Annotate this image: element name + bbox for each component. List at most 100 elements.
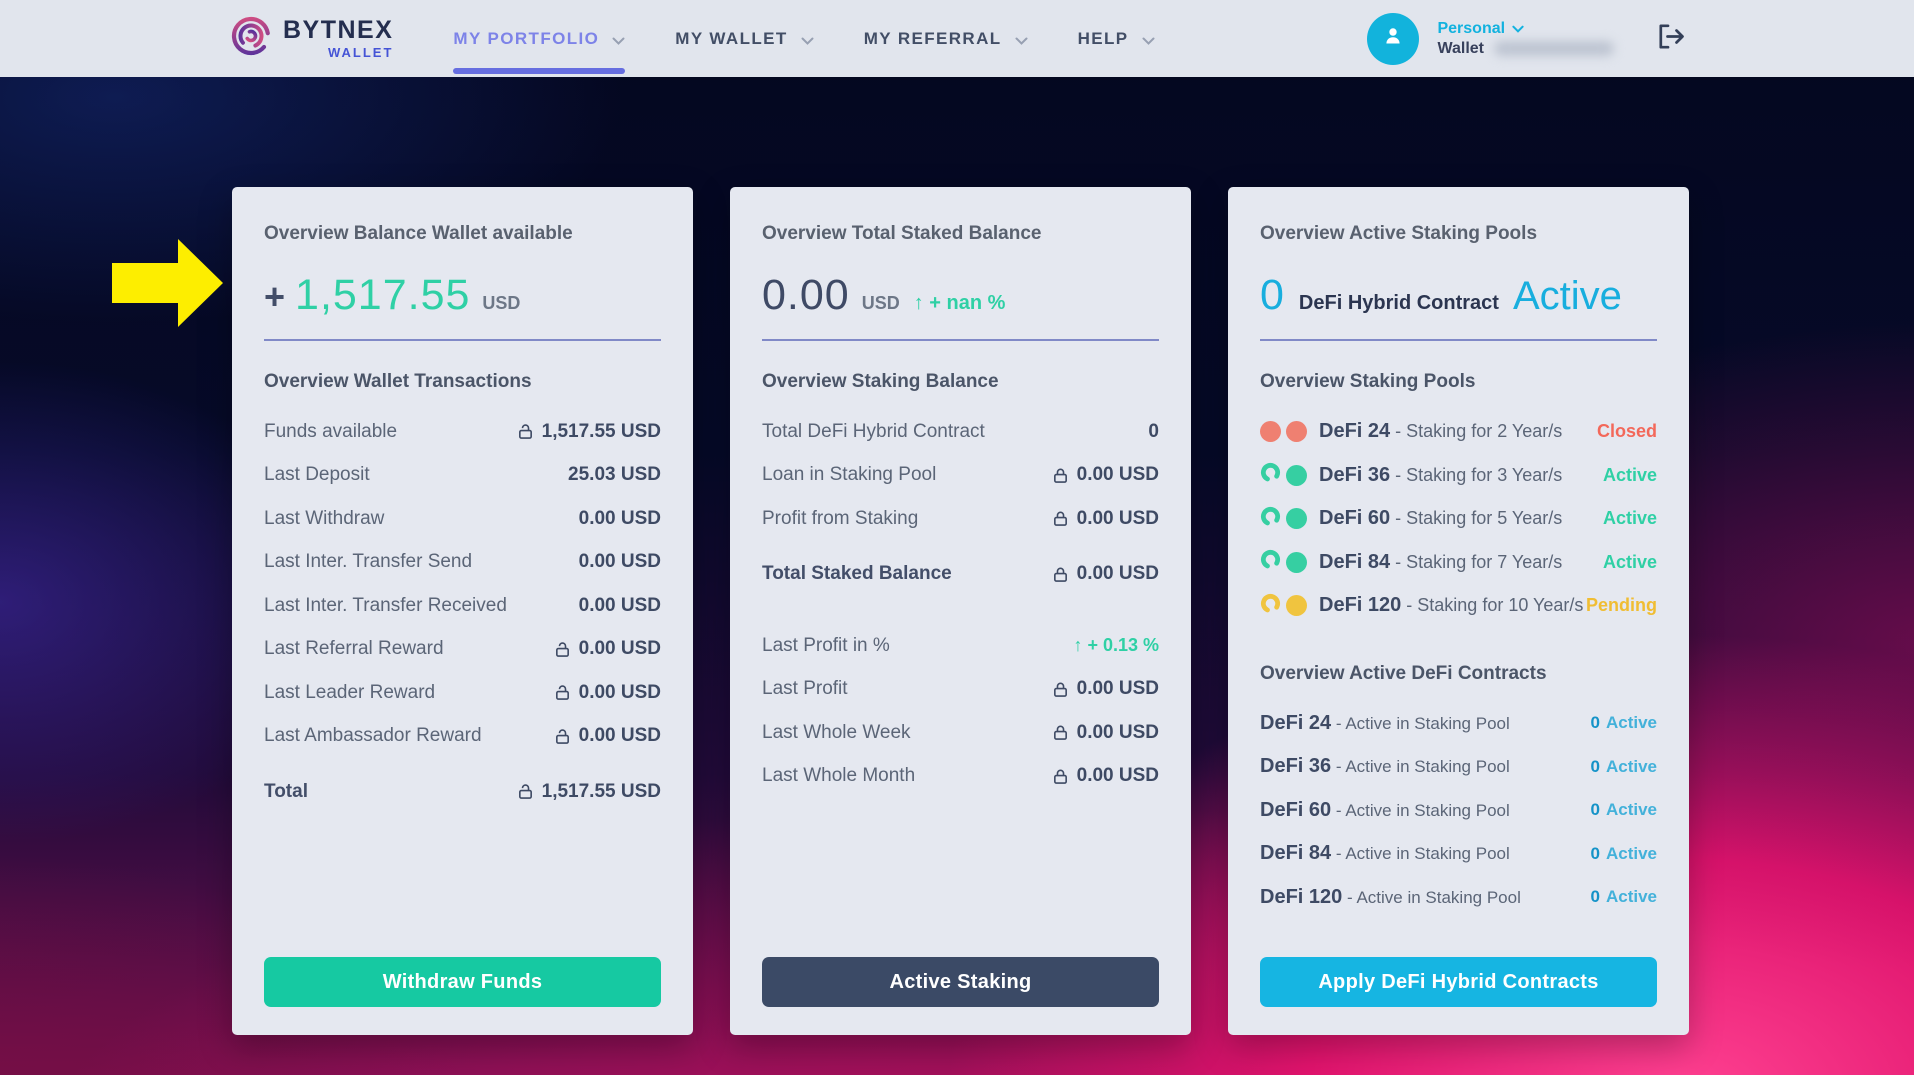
logout-icon bbox=[1656, 23, 1686, 55]
table-row: Last Leader Reward 0.00 USD bbox=[264, 681, 661, 703]
pool-status-icons bbox=[1260, 549, 1307, 575]
pool-row: DeFi 24 - Staking for 2 Year/s Closed bbox=[1260, 419, 1657, 444]
table-row: Last Deposit 25.03 USD bbox=[264, 464, 661, 485]
header-right-cluster: Personal Wallet bbox=[1367, 12, 1686, 65]
lock-open-icon bbox=[517, 783, 534, 800]
active-count-badge: 0 Active bbox=[1590, 800, 1658, 819]
divider bbox=[1260, 339, 1657, 341]
pool-row: DeFi 60 - Staking for 5 Year/s Active bbox=[1260, 506, 1657, 531]
pool-row: DeFi 120 - Staking for 10 Year/s Pending bbox=[1260, 593, 1657, 618]
apply-defi-contracts-button[interactable]: Apply DeFi Hybrid Contracts bbox=[1260, 957, 1657, 1007]
dashboard-cards: Overview Balance Wallet available + 1,51… bbox=[232, 187, 1689, 1035]
brand-subtitle: WALLET bbox=[327, 45, 394, 60]
table-row: Total DeFi Hybrid Contract 0 bbox=[762, 420, 1159, 442]
table-row: Funds available 1,517.55 USD bbox=[264, 420, 661, 442]
wallet-label: Wallet bbox=[1437, 39, 1484, 57]
table-row: Last Ambassador Reward 0.00 USD bbox=[264, 725, 661, 746]
pools-headline: 0 DeFi Hybrid Contract Active bbox=[1260, 267, 1657, 331]
total-row: Total 1,517.55 USD bbox=[264, 780, 661, 802]
spinner-icon bbox=[1260, 462, 1281, 488]
pool-row: DeFi 84 - Staking for 7 Year/s Active bbox=[1260, 549, 1657, 575]
person-icon bbox=[1381, 24, 1405, 53]
table-row: Last Whole Month 0.00 USD bbox=[762, 765, 1159, 786]
active-status-label: Active bbox=[1512, 274, 1622, 318]
change-indicator: ↑ + nan % bbox=[913, 292, 1006, 314]
staked-balance: 0.00 USD ↑ + nan % bbox=[762, 267, 1159, 331]
pool-status-icons bbox=[1260, 421, 1307, 442]
status-badge: Active bbox=[1602, 464, 1657, 485]
card-title: Overview Active Staking Pools bbox=[1260, 223, 1538, 244]
table-row: Loan in Staking Pool 0.00 USD bbox=[762, 464, 1159, 485]
plus-sign: + bbox=[264, 276, 286, 317]
lock-open-icon bbox=[517, 423, 534, 440]
wallet-type-dropdown[interactable]: Personal bbox=[1437, 19, 1614, 39]
contract-row: DeFi 24 - Active in Staking Pool 0 Active bbox=[1260, 711, 1658, 734]
withdraw-funds-button[interactable]: Withdraw Funds bbox=[264, 957, 661, 1007]
table-row: Last Inter. Transfer Send 0.00 USD bbox=[264, 551, 661, 572]
chevron-down-icon bbox=[1142, 30, 1155, 50]
spinner-icon bbox=[1260, 593, 1281, 619]
section-title: Overview Staking Balance bbox=[762, 371, 999, 392]
avatar[interactable] bbox=[1367, 12, 1420, 65]
section-title: Overview Wallet Transactions bbox=[264, 371, 532, 392]
active-count-badge: 0 Active bbox=[1590, 843, 1658, 863]
contract-row: DeFi 36 - Active in Staking Pool 0 Active bbox=[1260, 755, 1658, 777]
chevron-down-icon bbox=[1015, 30, 1028, 50]
active-staking-button[interactable]: Active Staking bbox=[762, 957, 1159, 1007]
chevron-down-icon bbox=[1512, 19, 1524, 39]
lock-icon bbox=[1052, 681, 1069, 698]
nav-help[interactable]: HELP bbox=[1078, 0, 1155, 77]
active-contracts-count: 0 bbox=[1260, 271, 1285, 319]
nav-my-portfolio[interactable]: MY PORTFOLIO bbox=[453, 0, 626, 77]
lock-open-icon bbox=[554, 684, 571, 701]
highlight-arrow bbox=[112, 239, 223, 332]
lock-open-icon bbox=[554, 641, 571, 658]
wallet-selector: Personal Wallet bbox=[1437, 19, 1614, 59]
status-badge: Pending bbox=[1586, 595, 1657, 615]
card-title: Overview Total Staked Balance bbox=[762, 223, 1042, 244]
lock-icon bbox=[1052, 510, 1069, 527]
pool-status-icons bbox=[1260, 462, 1307, 488]
status-badge: Active bbox=[1602, 508, 1657, 528]
chevron-down-icon bbox=[801, 30, 814, 50]
balance-wallet-card: Overview Balance Wallet available + 1,51… bbox=[232, 187, 693, 1035]
contract-row: DeFi 84 - Active in Staking Pool 0 Active bbox=[1260, 842, 1658, 864]
active-count-badge: 0 Active bbox=[1590, 713, 1658, 732]
redacted-wallet-address bbox=[1494, 41, 1614, 56]
balance-amount: 1,517.55 bbox=[295, 271, 471, 319]
spinner-icon bbox=[1260, 506, 1281, 532]
active-count-badge: 0 Active bbox=[1590, 756, 1658, 776]
wallet-balance: + 1,517.55 USD bbox=[264, 267, 661, 331]
table-row: Last Whole Week 0.00 USD bbox=[762, 721, 1159, 743]
logout-button[interactable] bbox=[1656, 23, 1686, 55]
table-row: Profit from Staking 0.00 USD bbox=[762, 507, 1159, 529]
balance-amount: 0.00 bbox=[762, 271, 850, 319]
spinner-icon bbox=[1260, 549, 1281, 575]
pool-row: DeFi 36 - Staking for 3 Year/s Active bbox=[1260, 462, 1657, 488]
section-title: Overview Staking Pools bbox=[1260, 371, 1476, 392]
pool-status-icons bbox=[1260, 593, 1307, 619]
lock-icon bbox=[1052, 724, 1069, 741]
table-row: Last Profit in % ↑ + 0.13 % bbox=[762, 634, 1159, 656]
staked-balance-card: Overview Total Staked Balance 0.00 USD ↑… bbox=[730, 187, 1191, 1035]
lock-icon bbox=[1052, 768, 1069, 785]
nav-my-wallet[interactable]: MY WALLET bbox=[675, 0, 814, 77]
table-row: Last Profit 0.00 USD bbox=[762, 678, 1159, 699]
table-row: Last Withdraw 0.00 USD bbox=[264, 507, 661, 529]
currency-label: USD bbox=[482, 293, 521, 313]
main-nav: MY PORTFOLIO MY WALLET MY REFERRAL HELP bbox=[453, 0, 1155, 77]
contract-row: DeFi 120 - Active in Staking Pool 0 Activ… bbox=[1260, 885, 1657, 908]
table-row: Last Inter. Transfer Received 0.00 USD bbox=[264, 594, 661, 616]
nav-my-referral[interactable]: MY REFERRAL bbox=[864, 0, 1028, 77]
staking-pools-card: Overview Active Staking Pools 0 DeFi Hyb… bbox=[1228, 187, 1689, 1035]
card-title: Overview Balance Wallet available bbox=[264, 223, 573, 244]
top-navbar: BYTNEX WALLET MY PORTFOLIO MY WALLET MY … bbox=[0, 0, 1914, 77]
divider bbox=[264, 339, 661, 341]
chevron-down-icon bbox=[612, 30, 625, 50]
lock-icon bbox=[1052, 566, 1069, 583]
contract-label: DeFi Hybrid Contract bbox=[1298, 292, 1499, 314]
total-row: Total Staked Balance 0.00 USD bbox=[762, 563, 1159, 584]
brand-logo[interactable]: BYTNEX WALLET bbox=[228, 13, 393, 64]
contract-row: DeFi 60 - Active in Staking Pool 0 Active bbox=[1260, 798, 1658, 821]
